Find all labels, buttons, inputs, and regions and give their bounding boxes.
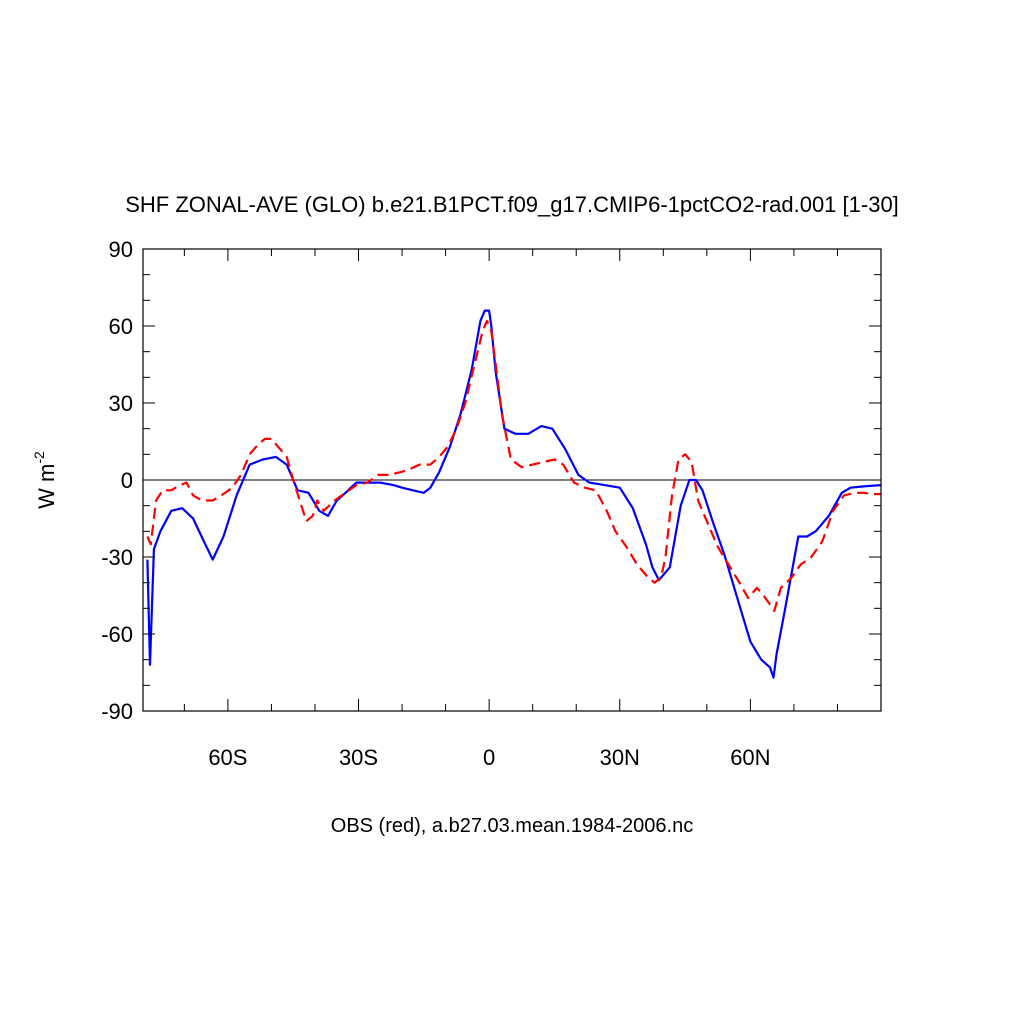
x-tick-label: 0 (483, 745, 495, 770)
y-tick-label: 60 (109, 314, 133, 339)
x-tick-label: 30N (600, 745, 640, 770)
y-axis-label-superscript: -2 (31, 451, 47, 464)
x-tick-label: 30S (339, 745, 378, 770)
x-tick-label: 60N (730, 745, 770, 770)
x-tick-label: 60S (208, 745, 247, 770)
y-tick-label: -90 (101, 699, 133, 724)
chart-caption: OBS (red), a.b27.03.mean.1984-2006.nc (331, 815, 693, 837)
series-line-1 (146, 309, 882, 679)
y-tick-label: -60 (101, 622, 133, 647)
y-tick-label: -30 (101, 545, 133, 570)
y-tick-label: 0 (121, 468, 133, 493)
y-tick-label: 90 (109, 237, 133, 262)
y-axis-label: W m-2 (31, 451, 59, 509)
series-layer (146, 309, 882, 679)
axis-layer: 90 60 30 0 -30 -60 -90 60S 30S 0 30N 60N (101, 237, 882, 770)
chart-title: SHF ZONAL-AVE (GLO) b.e21.B1PCT.f09_g17.… (125, 192, 899, 217)
y-tick-label: 30 (109, 391, 133, 416)
y-axis-label-main: W m (34, 464, 59, 509)
series-line-2 (146, 319, 881, 613)
